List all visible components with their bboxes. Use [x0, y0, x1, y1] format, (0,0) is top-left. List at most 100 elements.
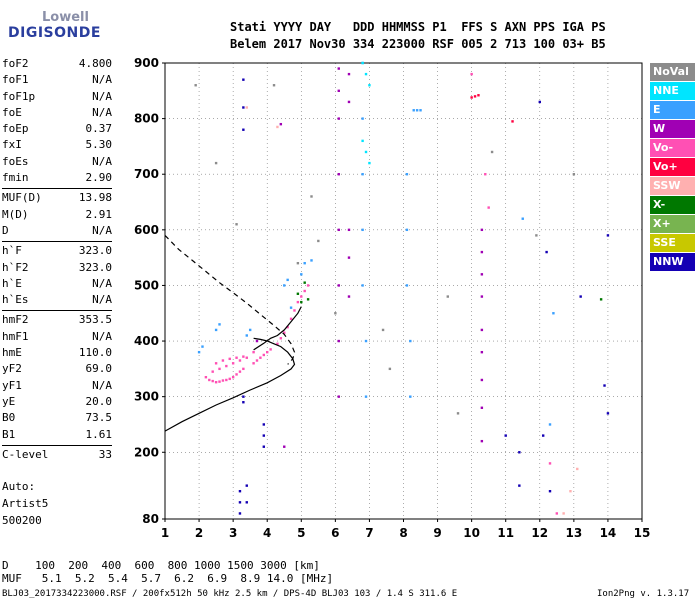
param-value: 13.98: [78, 191, 112, 205]
data-point: [300, 300, 303, 304]
data-point: [238, 512, 242, 515]
data-point: [238, 359, 242, 362]
data-point: [235, 373, 238, 376]
data-point: [381, 328, 385, 332]
param-row: foE N/A: [2, 105, 112, 121]
data-point: [599, 298, 603, 301]
data-point: [252, 350, 255, 354]
legend-item: SSW: [650, 177, 695, 195]
y-tick-label: 900: [134, 56, 159, 70]
data-point: [204, 375, 208, 379]
param-value: N/A: [92, 378, 112, 392]
x-tick-label: 3: [229, 526, 237, 540]
legend-item: X-: [650, 196, 695, 214]
param-value: 1.61: [85, 427, 113, 441]
data-point: [279, 337, 283, 340]
data-point: [245, 484, 248, 487]
data-point: [337, 117, 340, 120]
data-point: [262, 445, 266, 448]
data-point: [269, 348, 272, 351]
param-name: h`F2: [2, 260, 29, 274]
param-row: yF1 N/A: [2, 378, 112, 394]
data-point: [194, 84, 197, 87]
x-tick-label: 10: [463, 526, 480, 540]
data-point: [337, 228, 340, 232]
legend-item: E: [650, 101, 695, 119]
x-tick-label: 6: [331, 526, 339, 540]
data-point: [480, 350, 484, 354]
param-row: foF2 4.800: [2, 56, 112, 72]
data-point: [289, 306, 293, 309]
data-point: [521, 217, 524, 220]
param-value: N/A: [92, 293, 112, 307]
param-name: M(D): [2, 207, 29, 221]
data-point: [419, 109, 422, 112]
param-value: N/A: [92, 73, 112, 87]
data-point: [548, 462, 552, 465]
param-value: 0.37: [85, 122, 113, 136]
param-name: foEp: [2, 122, 29, 136]
data-point: [504, 434, 507, 437]
data-point: [283, 445, 286, 448]
param-value: N/A: [92, 329, 112, 343]
data-point: [231, 375, 235, 379]
data-point: [576, 467, 579, 471]
x-tick-label: 4: [263, 526, 271, 540]
param-divider: [2, 310, 112, 312]
data-point: [337, 339, 340, 343]
param-row: hmF2 353.5: [2, 312, 112, 328]
data-point: [197, 350, 201, 354]
param-value: N/A: [92, 223, 112, 237]
data-point: [235, 223, 238, 226]
profile-curve: [164, 337, 296, 432]
profile-curve: [164, 234, 296, 365]
data-point: [238, 370, 242, 373]
data-point: [490, 150, 494, 154]
data-point: [364, 150, 368, 154]
data-point: [276, 125, 279, 129]
param-row: foEs N/A: [2, 154, 112, 170]
param-row: M(D) 2.91: [2, 207, 112, 223]
legend-item: NoVal: [650, 63, 695, 81]
data-point: [208, 378, 211, 382]
data-point: [480, 228, 484, 232]
data-point: [480, 250, 484, 254]
data-point: [214, 381, 218, 384]
footer-muf-row: MUF 5.1 5.2 5.4 5.7 6.2 6.9 8.9 14.0 [MH…: [2, 572, 334, 585]
data-point: [337, 89, 340, 93]
param-value: 2.90: [85, 171, 113, 185]
legend-item: NNW: [650, 253, 695, 271]
profile-curve: [253, 306, 302, 351]
data-point: [300, 273, 303, 276]
data-point: [480, 273, 484, 276]
data-point: [283, 284, 286, 287]
x-tick-label: 7: [365, 526, 373, 540]
x-tick-label: 15: [634, 526, 651, 540]
data-point: [242, 395, 245, 398]
param-divider: [2, 444, 112, 446]
data-point: [484, 173, 487, 176]
logo-lowell-text: Lowell: [42, 10, 89, 25]
data-point: [541, 434, 545, 437]
data-point: [262, 353, 266, 357]
param-value: 69.0: [85, 362, 113, 376]
data-point: [225, 378, 228, 382]
y-tick-label: 200: [134, 445, 159, 459]
data-point: [279, 122, 283, 126]
data-point: [259, 356, 262, 359]
param-divider: [2, 241, 112, 243]
param-value: N/A: [92, 89, 112, 103]
param-name: h`F: [2, 244, 22, 258]
param-row: foF1 N/A: [2, 72, 112, 88]
data-point: [211, 379, 214, 383]
data-point: [262, 423, 266, 426]
param-row: hmF1 N/A: [2, 329, 112, 345]
data-point: [303, 281, 306, 284]
data-point: [347, 228, 351, 232]
data-point: [606, 234, 610, 237]
data-point: [286, 278, 289, 282]
data-point: [538, 100, 541, 104]
legend-item: Vo+: [650, 158, 695, 176]
header-fields-row: Stati YYYY DAY DDD HHMMSS P1 FFS S AXN P…: [230, 20, 606, 34]
data-point: [405, 173, 409, 176]
